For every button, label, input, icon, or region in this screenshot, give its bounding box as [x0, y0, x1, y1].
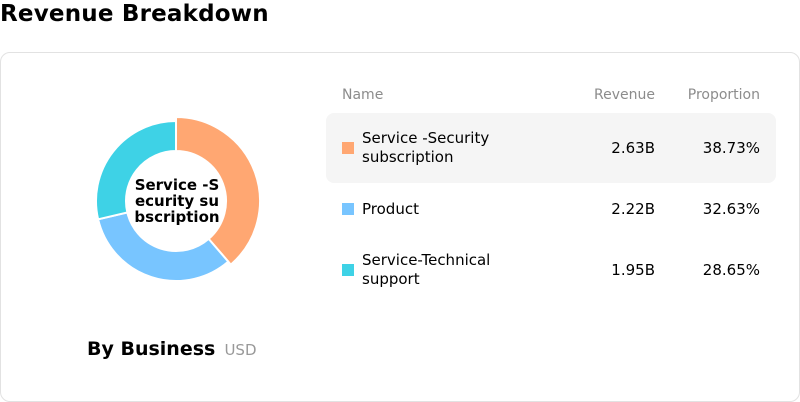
donut-slice[interactable]	[95, 119, 177, 221]
caption-unit: USD	[224, 341, 257, 359]
revenue-card: Service -Security subscription By Busine…	[0, 52, 800, 402]
row-revenue: 1.95B	[611, 261, 655, 279]
header-revenue: Revenue	[594, 87, 655, 103]
legend-swatch	[342, 142, 354, 154]
donut-slice[interactable]	[96, 211, 230, 282]
chart-caption: By Business USD	[87, 338, 257, 360]
header-name: Name	[342, 87, 384, 103]
header-proportion: Proportion	[687, 87, 760, 103]
donut-slice[interactable]	[175, 115, 261, 267]
row-proportion: 38.73%	[702, 139, 760, 157]
donut-svg	[95, 115, 261, 282]
row-name: Service-Technical support	[362, 251, 491, 288]
row-revenue: 2.22B	[611, 200, 655, 218]
donut-center-label: Service -Security subscription	[134, 176, 220, 226]
table-row[interactable]: Service-Technical support 1.95B 28.65%	[326, 235, 776, 305]
legend-swatch	[342, 264, 354, 276]
table-header: Name Revenue Proportion	[326, 83, 776, 113]
table-row[interactable]: Service -Security subscription 2.63B 38.…	[326, 113, 776, 183]
donut-chart: Service -Security subscription	[94, 115, 266, 287]
row-name: Product	[362, 200, 419, 218]
row-proportion: 28.65%	[702, 261, 760, 279]
table-row[interactable]: Product 2.22B 32.63%	[326, 174, 776, 244]
legend-swatch	[342, 203, 354, 215]
caption-title: By Business	[87, 338, 216, 360]
page-title: Revenue Breakdown	[0, 1, 269, 27]
row-revenue: 2.63B	[611, 139, 655, 157]
row-proportion: 32.63%	[702, 200, 760, 218]
row-name: Service -Security subscription	[362, 129, 490, 166]
revenue-table: Name Revenue Proportion Service -Securit…	[326, 83, 776, 296]
